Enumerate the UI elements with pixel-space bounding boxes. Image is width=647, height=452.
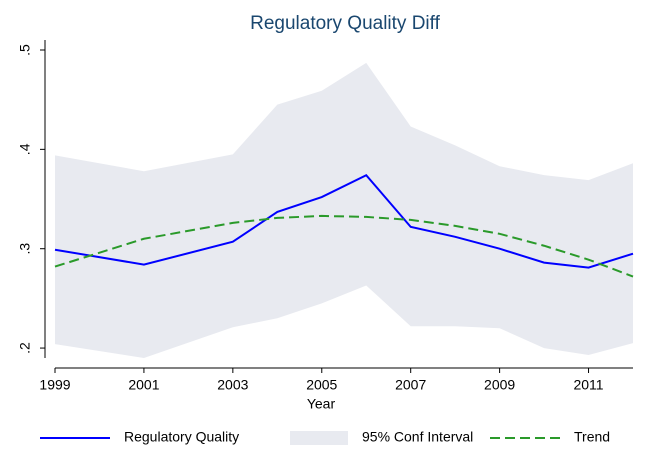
series-line <box>54 214 634 278</box>
x-axis-label: Year <box>307 396 336 412</box>
y-tick-label: .4 <box>17 143 33 155</box>
y-tick-label: .3 <box>17 243 33 255</box>
y-tick-label: .5 <box>17 44 33 56</box>
x-tick-label: 2007 <box>395 377 426 393</box>
legend-label: Regulatory Quality <box>124 429 239 445</box>
legend-swatch <box>290 431 348 445</box>
series-line <box>54 173 634 269</box>
x-tick-label: 2011 <box>573 377 603 393</box>
legend-label: Trend <box>574 429 610 445</box>
legend-label: 95% Conf Interval <box>362 429 473 445</box>
x-tick-label: 1999 <box>39 377 70 393</box>
y-tick-label: .2 <box>17 342 33 354</box>
x-tick-label: 2003 <box>217 377 248 393</box>
confidence-band <box>55 62 633 358</box>
x-tick-label: 2009 <box>484 377 515 393</box>
chart-title: Regulatory Quality Diff <box>250 13 440 34</box>
x-tick-label: 2001 <box>128 377 159 393</box>
x-tick-label: 2005 <box>306 377 337 393</box>
